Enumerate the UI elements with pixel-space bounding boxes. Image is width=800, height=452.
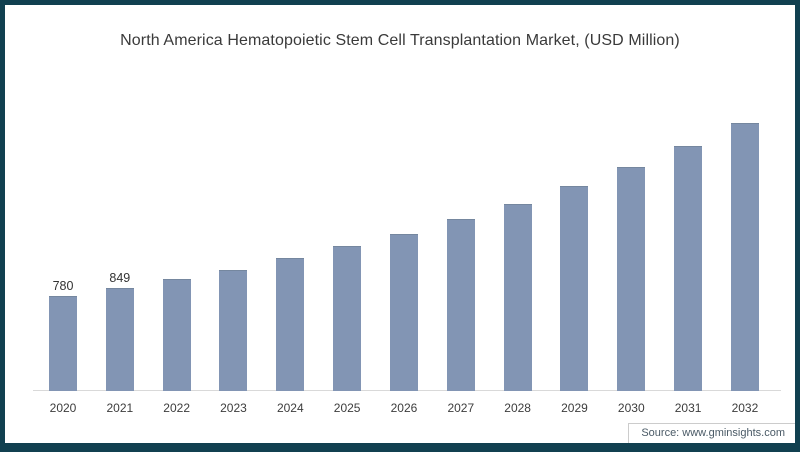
bars-row: 780 849 [49,123,759,391]
bar-2027 [446,219,475,391]
x-tick-label: 2028 [504,401,531,415]
bar-2031 [674,146,703,391]
x-tick-label: 2030 [617,401,645,415]
bar-2023 [219,270,248,391]
x-axis-labels: 2020 2021 2022 2023 2024 2025 2026 2027 2028 2029… [49,401,759,415]
x-tick-label: 2022 [163,401,190,415]
bar-2030 [617,167,646,391]
bar-2020: 780 [49,279,77,391]
x-tick-label: 2031 [674,401,702,415]
bar-2028 [503,204,532,391]
x-tick-label: 2025 [333,401,361,415]
plot-area: 780 849 2020 2021 2022 2023 2024 2025 2026 2027 2… [5,5,795,443]
x-tick-label: 2029 [561,401,588,415]
bar-2022 [162,279,191,391]
x-tick-label: 2024 [276,401,304,415]
bar-2026 [389,234,418,391]
bar-2029 [560,186,589,391]
source-credit: Source: www.gminsights.com [628,423,795,443]
x-tick-label: 2032 [731,401,759,415]
bar-2032 [730,123,759,391]
bar-2025 [333,246,362,391]
bar-value-label: 849 [109,271,131,285]
x-tick-label: 2023 [220,401,247,415]
chart-title: North America Hematopoietic Stem Cell Tr… [120,32,680,49]
x-tick-label: 2026 [390,401,418,415]
x-tick-label: 2020 [49,401,77,415]
x-tick-label: 2027 [447,401,475,415]
bar-2021: 849 [105,271,134,391]
bar-value-label: 780 [52,279,74,293]
bar-2024 [276,258,305,391]
x-tick-label: 2021 [106,401,134,415]
